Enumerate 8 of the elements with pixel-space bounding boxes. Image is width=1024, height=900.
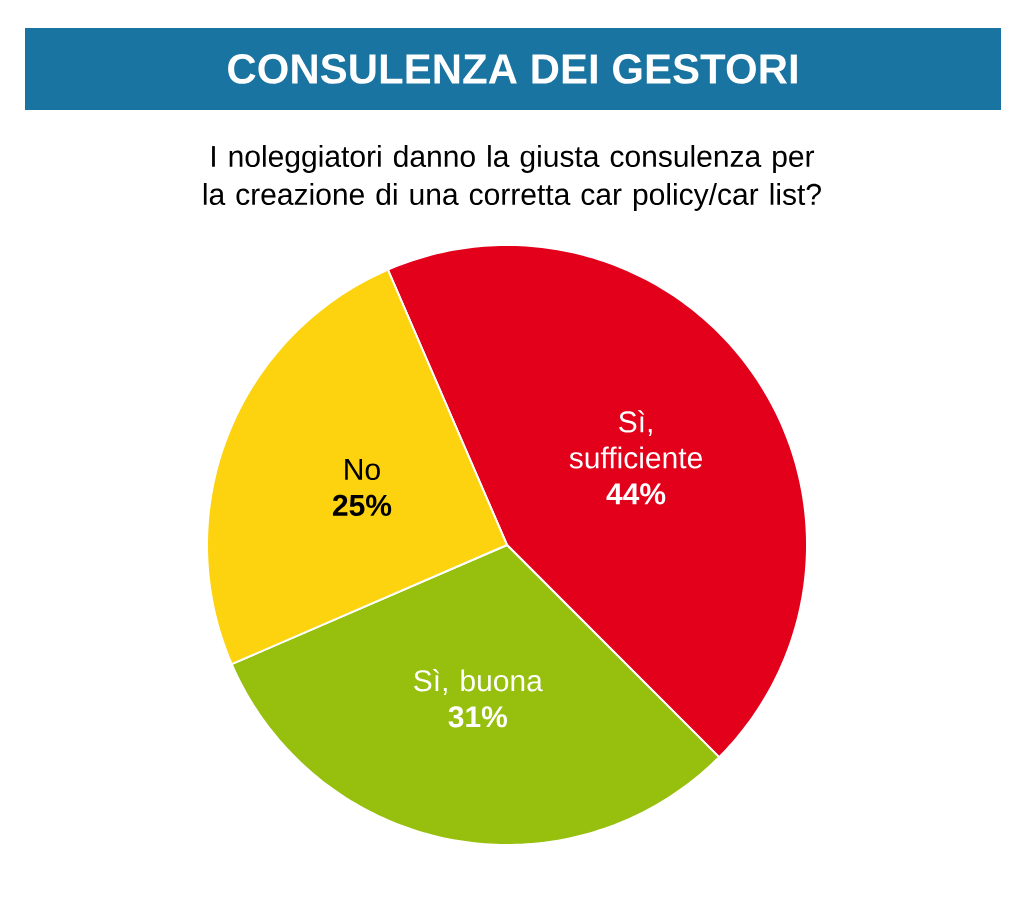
- data-label: 31%: [448, 706, 508, 728]
- data-label: 44%: [606, 483, 666, 505]
- slice-label: Sì, sufficiente: [569, 410, 702, 469]
- chart-title: CONSULENZA DEI GESTORI: [228, 54, 797, 84]
- chart-subtitle: I noleggiatori danno la giusta consulenza per la creazione di una corretta car policy/car list?: [203, 145, 821, 211]
- slice-label: Sì, buona: [414, 669, 543, 695]
- data-label: 25%: [332, 494, 392, 517]
- slice-label: No: [345, 459, 380, 481]
